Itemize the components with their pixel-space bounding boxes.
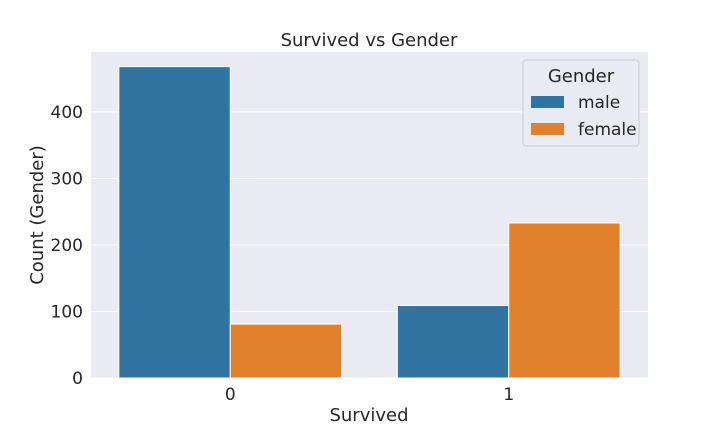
legend-swatch-male xyxy=(531,96,564,108)
bar-female-1 xyxy=(508,222,621,379)
bars-group xyxy=(118,66,621,379)
x-axis-label: Survived xyxy=(329,405,408,426)
legend: Gender male female xyxy=(522,59,640,147)
legend-label-male: male xyxy=(578,93,620,113)
y-tick-label: 200 xyxy=(51,236,83,256)
legend-swatch-female xyxy=(531,123,564,135)
bar-male-1 xyxy=(396,304,510,379)
y-axis-ticks: 0 100 200 300 400 xyxy=(51,103,83,389)
bar-female-0 xyxy=(229,323,343,379)
bar-male-0 xyxy=(118,66,231,379)
y-tick-label: 400 xyxy=(51,103,83,123)
x-tick-label: 1 xyxy=(503,385,514,405)
legend-title: Gender xyxy=(548,66,615,87)
legend-label-female: female xyxy=(578,120,637,140)
chart-title: Survived vs Gender xyxy=(281,30,458,51)
y-axis-label: Count (Gender) xyxy=(27,145,48,285)
y-tick-label: 0 xyxy=(72,369,83,389)
x-tick-label: 0 xyxy=(225,385,236,405)
y-tick-label: 100 xyxy=(51,302,83,322)
y-tick-label: 300 xyxy=(51,169,83,189)
